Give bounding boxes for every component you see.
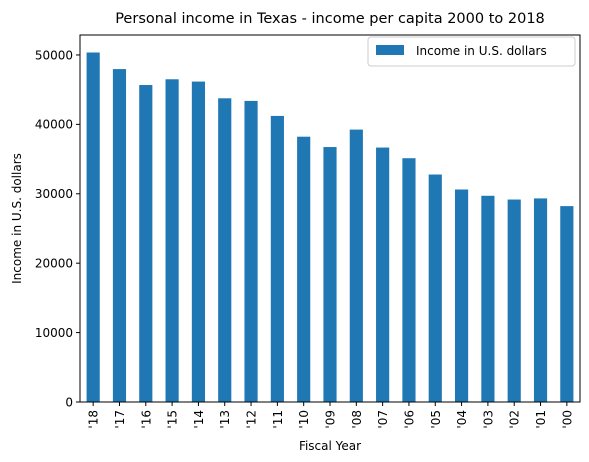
- y-tick-label: 10000: [35, 326, 73, 340]
- x-tick-label: '04: [455, 410, 469, 429]
- bar-2: [139, 85, 153, 403]
- x-tick-label: '06: [402, 410, 416, 429]
- plot-frame: [79, 34, 581, 403]
- bar-6: [244, 100, 258, 403]
- bar-18: [560, 206, 574, 402]
- legend-swatch: [376, 45, 404, 55]
- bar-11: [376, 147, 390, 402]
- x-tick-label: '01: [534, 410, 548, 429]
- x-tick-label: '00: [560, 410, 574, 429]
- bar-15: [481, 195, 495, 402]
- bar-13: [428, 174, 442, 402]
- x-tick-label: '02: [508, 410, 522, 429]
- x-tick-label: '12: [245, 410, 259, 429]
- x-tick-label: '15: [166, 410, 180, 429]
- x-tick-label: '18: [87, 410, 101, 429]
- x-axis: '18 '17 '16 '15 '14 '13 '12 '11 '10 '09 '08 '07 '06 '…: [87, 402, 574, 429]
- bar-5: [218, 98, 232, 402]
- x-tick-label: '11: [271, 410, 285, 429]
- bar-0: [86, 52, 100, 403]
- bar-7: [270, 115, 284, 403]
- bar-17: [533, 198, 548, 402]
- x-tick-label: '13: [218, 410, 232, 429]
- x-tick-label: '14: [192, 410, 206, 429]
- bar-9: [323, 147, 337, 402]
- x-tick-label: '17: [113, 410, 127, 429]
- y-tick-label: 0: [65, 395, 73, 409]
- y-axis-label: Income in U.S. dollars: [10, 153, 24, 284]
- legend-label: Income in U.S. dollars: [416, 44, 547, 58]
- bar-12: [402, 158, 416, 402]
- x-axis-label: Fiscal Year: [299, 439, 361, 453]
- bar-10: [349, 129, 363, 402]
- x-tick-label: '08: [350, 410, 364, 429]
- y-tick-label: 30000: [35, 187, 73, 201]
- legend-box: [367, 36, 576, 67]
- y-axis: 0 10000 20000 30000 40000 50000: [35, 48, 80, 409]
- x-tick-label: '03: [481, 410, 495, 429]
- legend: Income in U.S. dollars: [367, 36, 576, 67]
- bar-1: [112, 69, 127, 402]
- y-tick-label: 40000: [35, 118, 73, 132]
- x-tick-label: '05: [429, 410, 443, 429]
- x-tick-label: '09: [324, 410, 338, 429]
- bar-16: [507, 199, 521, 402]
- x-tick-label: '07: [376, 410, 390, 429]
- y-tick-label: 20000: [35, 256, 73, 270]
- x-tick-label: '10: [297, 410, 311, 429]
- bar-4: [191, 81, 205, 402]
- y-tick-label: 50000: [35, 48, 73, 62]
- bar-14: [455, 189, 469, 402]
- bars-group: [86, 52, 574, 403]
- chart-title: Personal income in Texas - income per ca…: [115, 11, 545, 27]
- x-tick-label: '16: [139, 410, 153, 429]
- bar-8: [297, 136, 311, 402]
- bar-3: [165, 79, 179, 402]
